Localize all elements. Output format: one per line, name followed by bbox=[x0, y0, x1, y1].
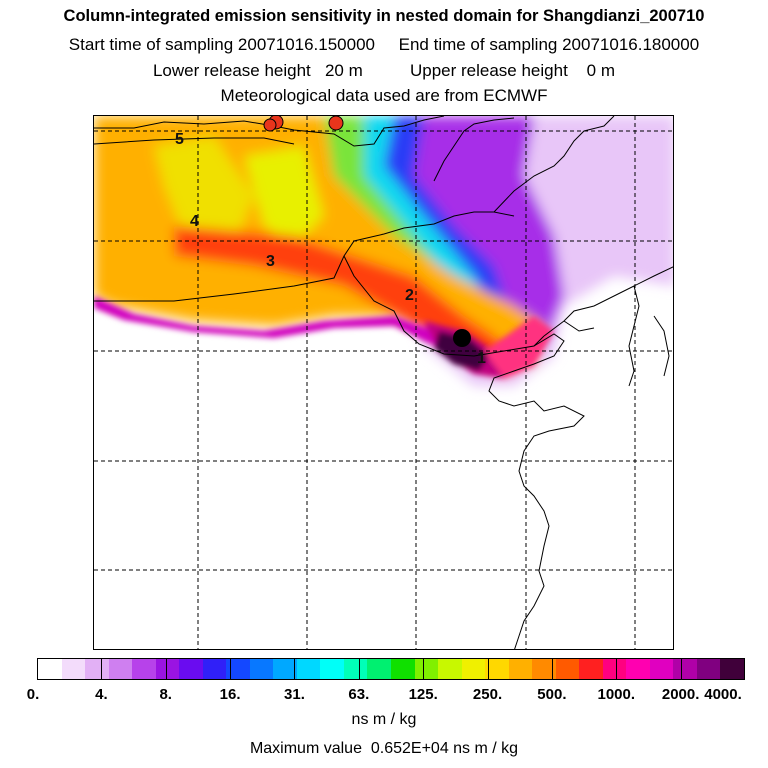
colorbar-tick-label: 16. bbox=[219, 686, 241, 703]
colorbar-divider bbox=[358, 658, 360, 680]
receptor-marker bbox=[453, 329, 471, 347]
colorbar-divider bbox=[165, 658, 167, 680]
field-yellow-streaks bbox=[154, 136, 254, 246]
colorbar-divider bbox=[616, 658, 618, 680]
colorbar-segment bbox=[720, 659, 744, 679]
source-point-marker bbox=[263, 118, 277, 132]
colorbar-segment bbox=[579, 659, 603, 679]
meteorological-data-line: Meteorological data used are from ECMWF bbox=[220, 86, 548, 105]
colorbar-divider bbox=[680, 658, 682, 680]
colorbar-divider bbox=[101, 658, 103, 680]
colorbar-segment bbox=[602, 659, 627, 679]
release-height-line: Lower release height 20 m Upper release … bbox=[152, 61, 616, 80]
colorbar-divider bbox=[230, 658, 232, 680]
field-purple-fringe bbox=[94, 296, 474, 361]
plot-title: Column-integrated emission sensitivity i… bbox=[63, 7, 705, 25]
colorbar-segment bbox=[485, 659, 509, 679]
colorbar-segment bbox=[508, 659, 533, 679]
colorbar-segment bbox=[108, 659, 133, 679]
colorbar-divider bbox=[294, 658, 296, 680]
colorbar-segment bbox=[273, 659, 297, 679]
colorbar-tick-label: 125. bbox=[408, 686, 438, 703]
colorbar-units: ns m / kg bbox=[351, 711, 417, 728]
colorbar-tick-label: 8. bbox=[159, 686, 172, 703]
colorbar-segment bbox=[296, 659, 321, 679]
trajectory-label: 5 bbox=[175, 131, 184, 148]
field-yellow-streaks-2 bbox=[244, 146, 324, 246]
trajectory-labels: 1 2 3 4 5 bbox=[175, 131, 486, 367]
trajectory-label: 2 bbox=[405, 287, 414, 304]
colorbar-segment bbox=[555, 659, 580, 679]
colorbar-segment bbox=[61, 659, 86, 679]
colorbar-tick-label: 4. bbox=[95, 686, 108, 703]
sensitivity-field bbox=[94, 116, 673, 386]
map-gridlines bbox=[94, 116, 673, 649]
colorbar-segment bbox=[179, 659, 203, 679]
trajectory-label: 3 bbox=[266, 253, 275, 270]
colorbar-divider bbox=[423, 658, 425, 680]
colorbar-segment bbox=[343, 659, 368, 679]
colorbar-segment bbox=[226, 659, 250, 679]
colorbar-segment bbox=[202, 659, 227, 679]
colorbar-tick-label: 2000. bbox=[661, 686, 700, 703]
colorbar-tick-label: 4000. bbox=[704, 686, 742, 703]
colorbar-segment bbox=[367, 659, 391, 679]
colorbar-segment bbox=[132, 659, 156, 679]
colorbar-segment bbox=[390, 659, 415, 679]
colorbar-segment bbox=[155, 659, 180, 679]
colorbar-segment bbox=[438, 659, 462, 679]
colorbar-segment bbox=[696, 659, 721, 679]
trajectory-label: 1 bbox=[477, 350, 486, 367]
colorbar-segment bbox=[85, 659, 109, 679]
colorbar-segment bbox=[414, 659, 439, 679]
colorbar-segment bbox=[649, 659, 674, 679]
source-point-marker bbox=[328, 116, 344, 131]
colorbar-tick-label: 31. bbox=[284, 686, 305, 703]
emission-sensitivity-map: 1 2 3 4 5 bbox=[93, 115, 674, 650]
colorbar-tick-label: 63. bbox=[348, 686, 370, 703]
colorbar-segment bbox=[461, 659, 486, 679]
colorbar-segment bbox=[673, 659, 697, 679]
trajectory-label: 4 bbox=[190, 213, 199, 230]
colorbar-segment bbox=[320, 659, 344, 679]
colorbar bbox=[37, 658, 745, 680]
field-tail bbox=[484, 316, 554, 378]
coastline bbox=[94, 116, 673, 649]
maximum-value-label: Maximum value 0.652E+04 ns m / kg bbox=[249, 740, 519, 757]
colorbar-segment bbox=[532, 659, 556, 679]
sampling-time-line: Start time of sampling 20071016.150000 E… bbox=[68, 35, 700, 54]
colorbar-divider bbox=[487, 658, 489, 680]
colorbar-segment bbox=[626, 659, 650, 679]
map-canvas: 1 2 3 4 5 bbox=[94, 116, 673, 649]
colorbar-segment bbox=[38, 659, 62, 679]
source-points bbox=[263, 116, 344, 132]
colorbar-tick-label: 1000. bbox=[597, 686, 636, 703]
colorbar-divider bbox=[551, 658, 553, 680]
colorbar-tick-label: 0. bbox=[26, 686, 40, 703]
colorbar-tick-label: 250. bbox=[472, 686, 503, 703]
colorbar-segment bbox=[249, 659, 274, 679]
colorbar-tick-label: 500. bbox=[537, 686, 567, 703]
